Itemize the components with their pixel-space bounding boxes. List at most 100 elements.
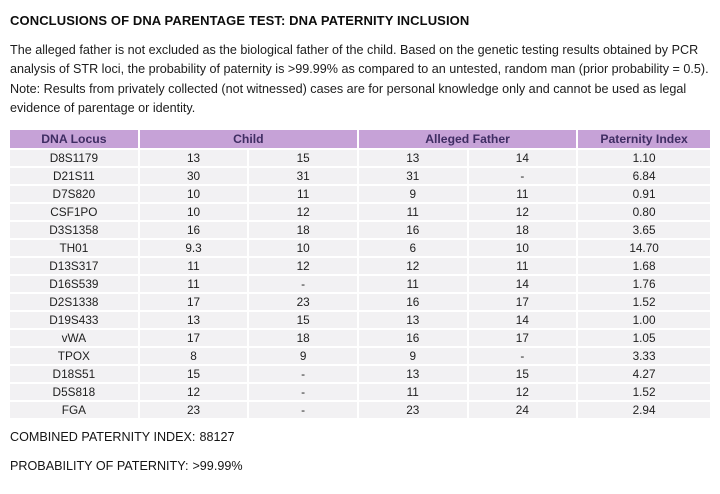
child-allele-2-cell: 11 [249, 185, 357, 202]
paternity-index-cell: 1.52 [578, 383, 710, 400]
father-allele-1-cell: 11 [358, 203, 467, 220]
child-allele-2-cell: - [249, 401, 357, 418]
locus-cell: D13S317 [10, 257, 138, 274]
child-allele-1-cell: 30 [139, 167, 248, 184]
table-row: FGA 23-23 24 2.94 [10, 401, 710, 418]
father-allele-1-cell: 13 [358, 311, 467, 328]
probability-of-paternity-value: >99.99% [192, 458, 243, 473]
table-body: D8S1179 13 15 13 14 1.10 D21S11 30 31 31-6.84 D7S8… [10, 149, 710, 418]
paternity-index-cell: 1.10 [578, 149, 710, 166]
father-allele-2-cell: 11 [468, 257, 577, 274]
child-allele-2-cell: 15 [249, 311, 357, 328]
locus-cell: D5S818 [10, 383, 138, 400]
dna-results-table: DNA Locus Child Alleged Father Paternity… [8, 128, 712, 420]
father-allele-1-cell: 11 [358, 275, 467, 292]
child-allele-2-cell: 31 [249, 167, 357, 184]
child-allele-2-cell: 18 [249, 221, 357, 238]
child-allele-1-cell: 13 [139, 149, 248, 166]
child-allele-1-cell: 9.3 [139, 239, 248, 256]
locus-cell: D3S1358 [10, 221, 138, 238]
father-allele-1-cell: 9 [358, 347, 467, 364]
child-allele-1-cell: 11 [139, 257, 248, 274]
table-row: D5S818 12-11 12 1.52 [10, 383, 710, 400]
table-row: D7S820 10 11 9 11 0.91 [10, 185, 710, 202]
child-allele-2-cell: 23 [249, 293, 357, 310]
page-title: CONCLUSIONS OF DNA PARENTAGE TEST: DNA P… [10, 13, 470, 28]
father-allele-2-cell: 15 [468, 365, 577, 382]
paternity-index-cell: 14.70 [578, 239, 710, 256]
child-allele-2-cell: - [249, 365, 357, 382]
father-allele-2-cell: 18 [468, 221, 577, 238]
locus-cell: D21S11 [10, 167, 138, 184]
father-allele-2-cell: 12 [468, 383, 577, 400]
child-allele-1-cell: 15 [139, 365, 248, 382]
paternity-index-cell: 2.94 [578, 401, 710, 418]
child-allele-2-cell: - [249, 383, 357, 400]
child-allele-2-cell: 12 [249, 203, 357, 220]
table-row: D13S317 11 12 12 11 1.68 [10, 257, 710, 274]
paternity-index-cell: 1.00 [578, 311, 710, 328]
child-allele-2-cell: 9 [249, 347, 357, 364]
paternity-index-cell: 3.65 [578, 221, 710, 238]
table-row: CSF1PO 10 12 11 12 0.80 [10, 203, 710, 220]
child-allele-1-cell: 17 [139, 329, 248, 346]
father-allele-1-cell: 31 [358, 167, 467, 184]
father-allele-1-cell: 16 [358, 221, 467, 238]
father-allele-1-cell: 23 [358, 401, 467, 418]
father-allele-2-cell: 14 [468, 275, 577, 292]
father-allele-1-cell: 6 [358, 239, 467, 256]
child-allele-2-cell: 10 [249, 239, 357, 256]
table-row: D2S1338 17 23 16 17 1.52 [10, 293, 710, 310]
father-allele-1-cell: 16 [358, 293, 467, 310]
father-allele-2-cell: 14 [468, 149, 577, 166]
table-row: TPOX 8 9 9-3.33 [10, 347, 710, 364]
table-row: D3S1358 16 18 16 18 3.65 [10, 221, 710, 238]
child-allele-2-cell: - [249, 275, 357, 292]
combined-paternity-index-label: COMBINED PATERNITY INDEX: [10, 429, 196, 444]
paternity-index-cell: 0.80 [578, 203, 710, 220]
locus-cell: D16S539 [10, 275, 138, 292]
father-allele-1-cell: 11 [358, 383, 467, 400]
father-allele-1-cell: 9 [358, 185, 467, 202]
table-row: D19S433 13 15 13 14 1.00 [10, 311, 710, 328]
column-header-child: Child [139, 129, 357, 148]
father-allele-2-cell: 17 [468, 293, 577, 310]
column-header-dna-locus: DNA Locus [10, 129, 138, 148]
locus-cell: TPOX [10, 347, 138, 364]
father-allele-2-cell: 10 [468, 239, 577, 256]
father-allele-2-cell: 14 [468, 311, 577, 328]
child-allele-1-cell: 8 [139, 347, 248, 364]
father-allele-2-cell: 11 [468, 185, 577, 202]
locus-cell: FGA [10, 401, 138, 418]
paternity-index-cell: 1.68 [578, 257, 710, 274]
locus-cell: D18S51 [10, 365, 138, 382]
child-allele-1-cell: 10 [139, 185, 248, 202]
paternity-index-cell: 1.05 [578, 329, 710, 346]
column-header-alleged-father: Alleged Father [358, 129, 577, 148]
probability-of-paternity-line: PROBABILITY OF PATERNITY: >99.99% [10, 459, 712, 473]
child-allele-2-cell: 18 [249, 329, 357, 346]
child-allele-1-cell: 12 [139, 383, 248, 400]
child-allele-1-cell: 10 [139, 203, 248, 220]
locus-cell: D2S1338 [10, 293, 138, 310]
paternity-index-cell: 4.27 [578, 365, 710, 382]
child-allele-2-cell: 15 [249, 149, 357, 166]
probability-of-paternity-label: PROBABILITY OF PATERNITY: [10, 458, 189, 473]
paternity-index-cell: 3.33 [578, 347, 710, 364]
locus-cell: D8S1179 [10, 149, 138, 166]
table-row: D18S51 15-13 15 4.27 [10, 365, 710, 382]
paternity-index-cell: 0.91 [578, 185, 710, 202]
table-row: vWA 17 18 16 17 1.05 [10, 329, 710, 346]
father-allele-2-cell: 24 [468, 401, 577, 418]
column-header-paternity-index: Paternity Index [578, 129, 710, 148]
table-row: D21S11 30 31 31-6.84 [10, 167, 710, 184]
paternity-index-cell: 1.52 [578, 293, 710, 310]
locus-cell: CSF1PO [10, 203, 138, 220]
father-allele-2-cell: - [468, 347, 577, 364]
locus-cell: D7S820 [10, 185, 138, 202]
child-allele-1-cell: 23 [139, 401, 248, 418]
locus-cell: D19S433 [10, 311, 138, 328]
father-allele-1-cell: 12 [358, 257, 467, 274]
child-allele-1-cell: 16 [139, 221, 248, 238]
combined-paternity-index-value: 88127 [199, 429, 235, 444]
